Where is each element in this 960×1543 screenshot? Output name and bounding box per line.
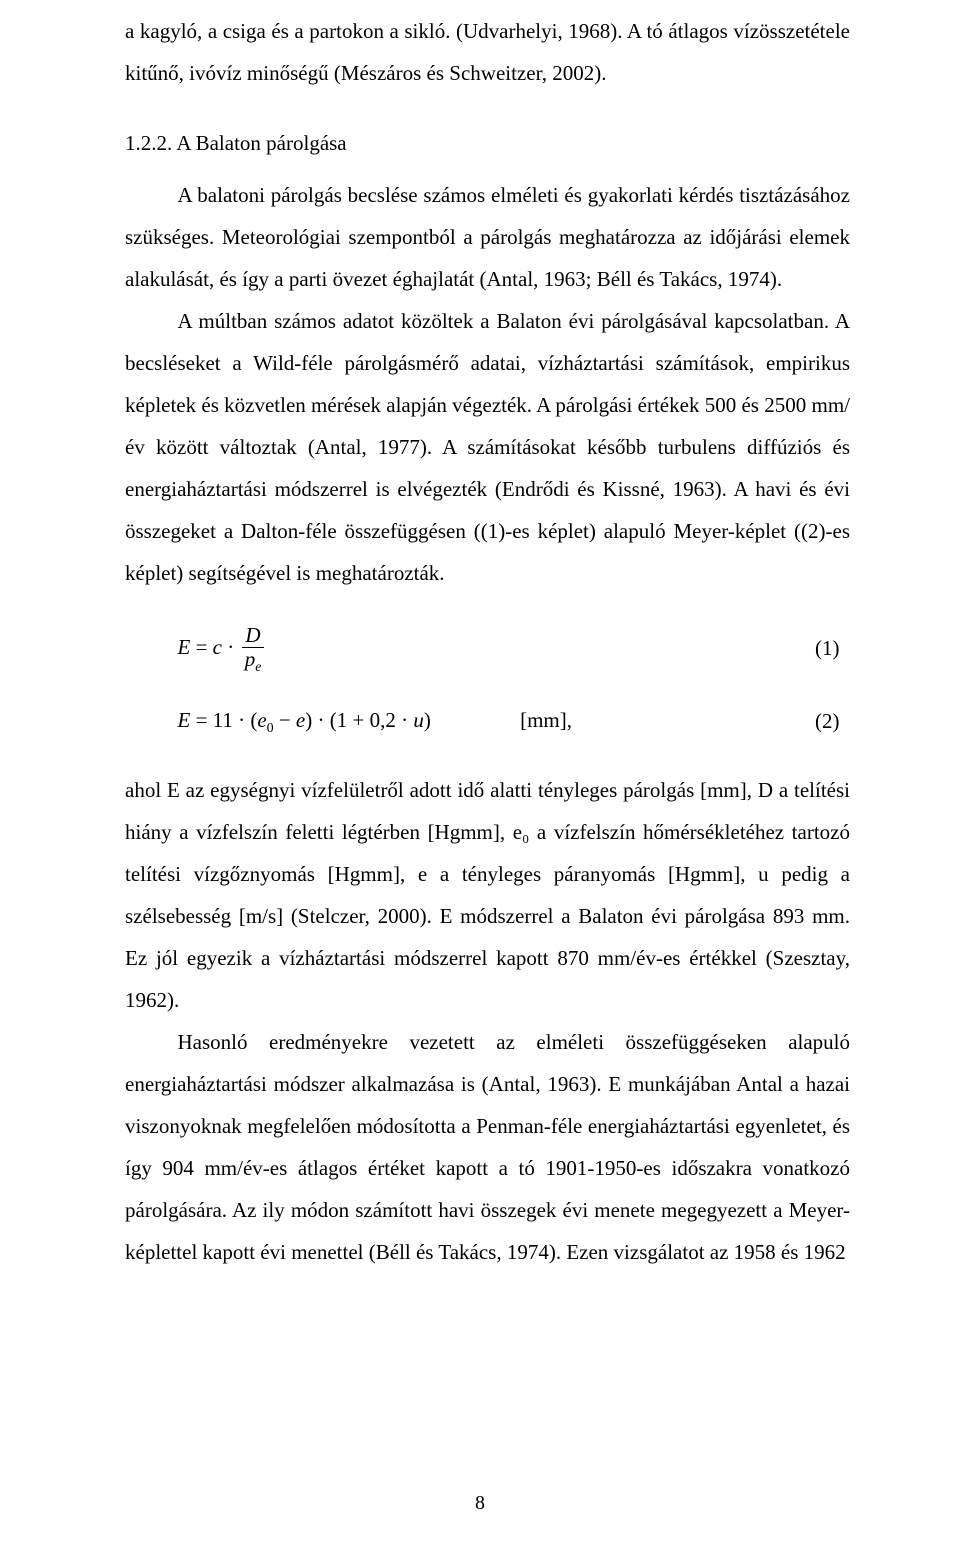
eq2-dot3: ·	[396, 708, 414, 732]
eq2-plus: +	[347, 708, 369, 732]
eq1-fraction: Dpe	[242, 624, 265, 674]
equation-2-number: (2)	[815, 705, 850, 739]
eq1-E: E	[178, 635, 191, 659]
eq2-e0: e	[257, 708, 266, 732]
page: a kagyló, a csiga és a partokon a sikló.…	[0, 0, 960, 1543]
paragraph-4: ahol E az egységnyi vízfelületről adott …	[125, 769, 850, 1021]
equation-1-block: E = c · Dpe (1)	[125, 624, 850, 674]
equation-1-expr: E = c · Dpe	[125, 624, 267, 674]
eq1-den-sub: e	[255, 659, 261, 674]
eq1-dot: ·	[222, 635, 240, 659]
equation-2: E = 11 · (e0 − e) · (1 + 0,2 · u) [mm], …	[125, 704, 850, 739]
eq1-eq: =	[190, 635, 212, 659]
eq1-c: c	[213, 635, 222, 659]
paragraph-3: A múltban számos adatot közöltek a Balat…	[125, 300, 850, 594]
eq1-frac-den: pe	[242, 648, 265, 674]
eq2-minus: −	[274, 708, 296, 732]
eq2-eq: =	[190, 708, 212, 732]
paragraph-2: A balatoni párolgás becslése számos elmé…	[125, 174, 850, 300]
eq2-dot1: ·	[233, 708, 251, 732]
eq2-e0sub: 0	[267, 720, 274, 735]
equation-2-block: E = 11 · (e0 − e) · (1 + 0,2 · u) [mm], …	[125, 704, 850, 739]
eq2-11: 11	[213, 708, 233, 732]
eq2-dot2: ·	[312, 708, 330, 732]
eq1-den-sym: p	[245, 647, 256, 671]
eq1-frac-num: D	[242, 624, 265, 648]
eq2-rpar2: )	[424, 708, 431, 732]
equation-1-number: (1)	[815, 632, 850, 666]
paragraph-5: Hasonló eredményekre vezetett az elmélet…	[125, 1021, 850, 1273]
eq2-lpar2: (	[330, 708, 337, 732]
equation-2-unit: [mm],	[436, 708, 572, 732]
page-number: 8	[0, 1492, 960, 1515]
eq2-u: u	[413, 708, 424, 732]
section-heading: 1.2.2. A Balaton párolgása	[125, 122, 850, 164]
paragraph-1: a kagyló, a csiga és a partokon a sikló.…	[125, 10, 850, 94]
eq2-one: 1	[337, 708, 348, 732]
equation-1: E = c · Dpe (1)	[125, 624, 850, 674]
eq2-E: E	[178, 708, 191, 732]
eq2-e: e	[296, 708, 305, 732]
equation-2-expr: E = 11 · (e0 − e) · (1 + 0,2 · u) [mm],	[125, 704, 572, 739]
eq2-two: 0,2	[370, 708, 396, 732]
